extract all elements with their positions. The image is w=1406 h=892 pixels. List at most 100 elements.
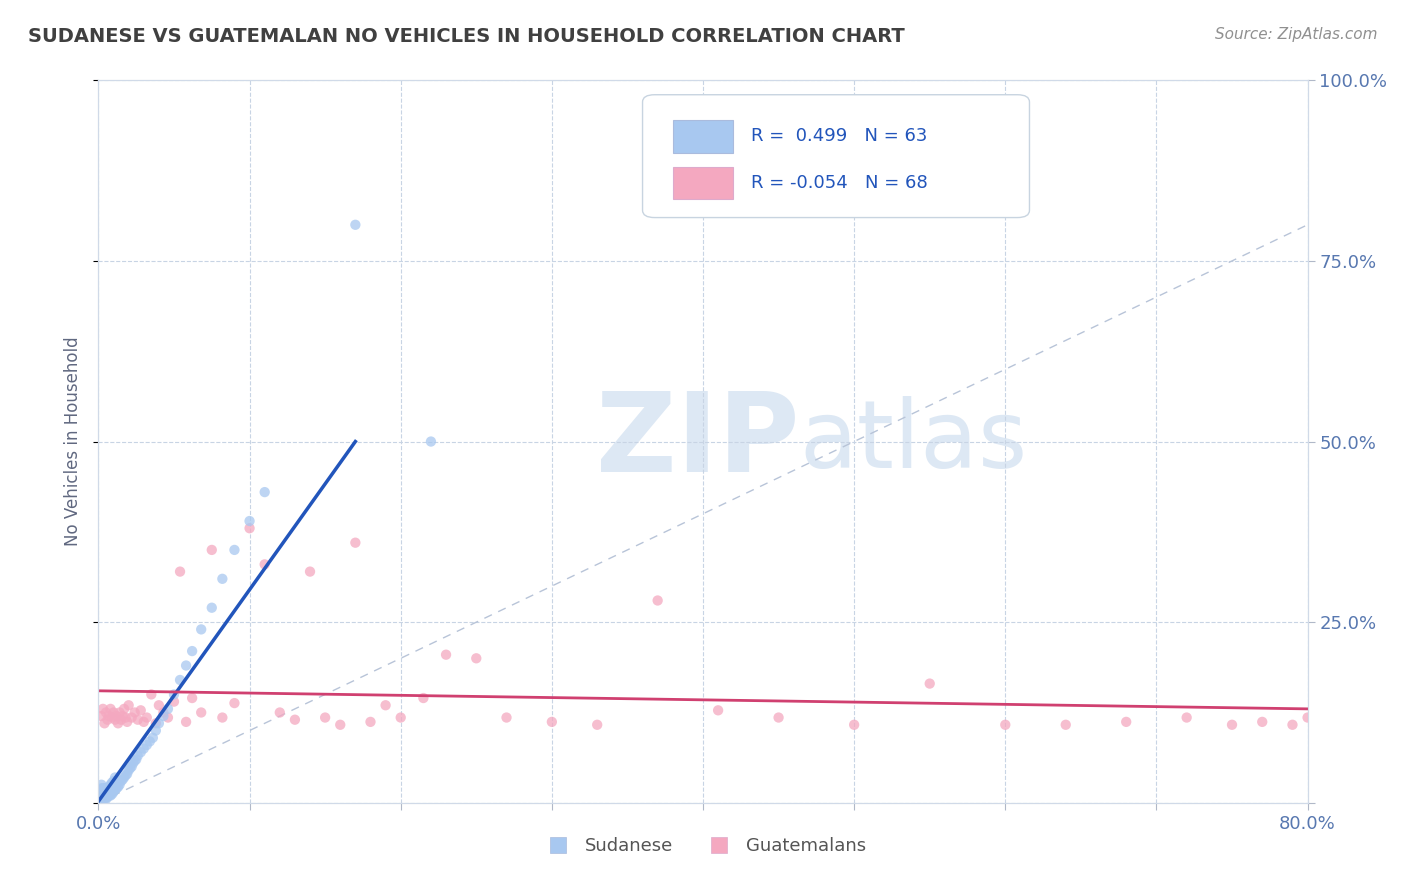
Point [108,778,131,792]
Point [129,745,152,759]
Point [112,771,135,785]
Point [239,521,262,535]
Point [103,706,125,720]
Point [90,789,112,803]
Point [118,764,141,778]
Point [174,714,197,729]
Point [104,713,127,727]
Point [284,713,307,727]
Point [465,651,488,665]
Point [139,734,162,748]
Text: R = -0.054   N = 68: R = -0.054 N = 68 [751,174,928,193]
Point [100,778,122,792]
Point [124,754,146,768]
Point [94,792,117,806]
Point [132,741,155,756]
Y-axis label: No Vehicles in Household: No Vehicles in Household [65,336,83,547]
Point [127,713,149,727]
Point [148,716,170,731]
Point [121,760,143,774]
Point [1054,718,1077,732]
Text: R =  0.499   N = 63: R = 0.499 N = 63 [751,128,928,145]
Point [253,558,276,572]
Point [91,789,114,803]
Point [90,792,112,806]
Point [707,703,730,717]
Point [201,542,224,557]
Point [1175,710,1198,724]
Point [107,780,129,794]
Text: SUDANESE VS GUATEMALAN NO VEHICLES IN HOUSEHOLD CORRELATION CHART: SUDANESE VS GUATEMALAN NO VEHICLES IN HO… [28,27,905,45]
Point [156,702,179,716]
Point [111,772,134,787]
Point [108,706,131,720]
Point [91,785,114,799]
Point [101,710,124,724]
Point [148,698,170,713]
Point [93,792,115,806]
Point [314,710,336,724]
Point [90,709,112,723]
Point [132,714,155,729]
Point [120,761,142,775]
Point [145,716,167,731]
Point [103,774,125,789]
Point [344,535,367,549]
Point [114,710,136,724]
Point [118,698,141,713]
Point [1115,714,1137,729]
Point [90,785,112,799]
Point [360,714,382,729]
Legend: Sudanese, Guatemalans: Sudanese, Guatemalans [533,830,873,863]
Point [434,648,457,662]
Point [495,710,517,724]
Point [253,485,276,500]
Point [269,706,291,720]
Point [98,709,121,723]
Point [100,789,122,803]
Point [169,565,191,579]
Point [94,781,117,796]
Point [412,691,434,706]
Point [768,710,790,724]
Point [110,774,132,789]
Point [1251,714,1274,729]
Point [96,782,118,797]
Point [112,702,135,716]
Point [125,752,148,766]
Point [100,702,122,716]
Point [844,718,866,732]
Point [127,748,149,763]
Text: ZIP: ZIP [596,388,800,495]
Point [152,709,174,723]
Point [152,706,174,720]
Point [115,767,138,781]
Point [329,718,352,732]
Point [98,780,121,794]
Point [135,738,157,752]
Point [211,710,233,724]
Point [211,572,233,586]
Bar [673,167,734,200]
Point [129,703,152,717]
Text: Source: ZipAtlas.com: Source: ZipAtlas.com [1215,27,1378,42]
Point [1281,718,1303,732]
Point [96,790,118,805]
Point [647,593,669,607]
Point [169,673,191,687]
Text: atlas: atlas [800,395,1028,488]
Point [98,789,121,803]
Point [224,542,246,557]
Point [239,514,262,528]
Point [93,787,115,801]
Point [1296,710,1319,724]
Point [110,713,132,727]
Point [299,565,322,579]
Point [93,781,115,796]
Point [104,771,127,785]
Point [190,706,212,720]
Point [105,709,128,723]
Point [101,775,124,789]
Point [994,718,1017,732]
Point [174,658,197,673]
